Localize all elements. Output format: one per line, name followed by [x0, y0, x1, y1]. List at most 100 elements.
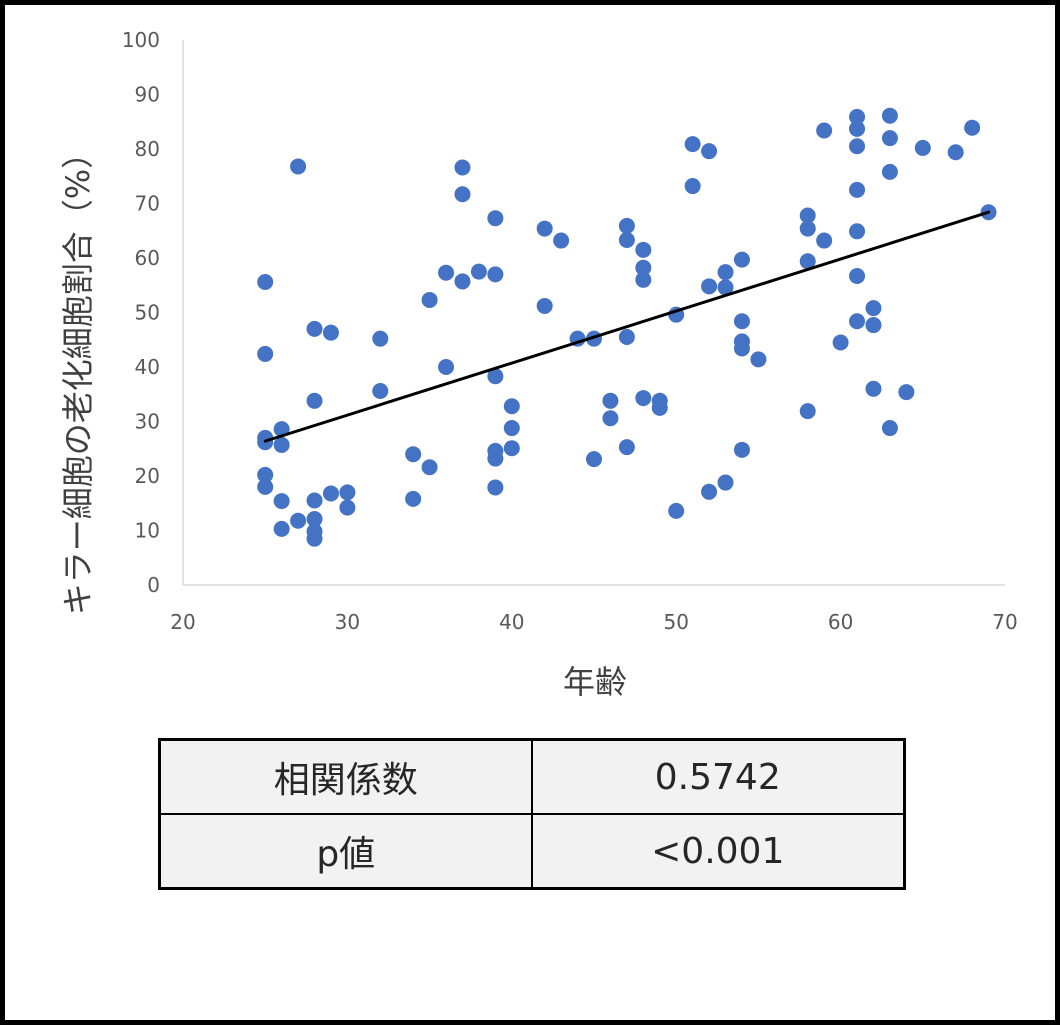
data-point [865, 300, 882, 317]
data-point [421, 459, 438, 476]
data-point [487, 210, 504, 227]
y-tick-label: 20 [135, 464, 160, 488]
y-tick-label: 70 [135, 192, 160, 216]
data-point [717, 264, 734, 281]
data-point [487, 368, 504, 385]
data-point [322, 485, 339, 502]
data-point [881, 130, 898, 147]
stats-table: 相関係数 0.5742 p値 <0.001 [158, 738, 906, 890]
y-tick-label: 50 [135, 301, 160, 325]
data-point [487, 266, 504, 283]
data-point [618, 329, 635, 346]
trendline [263, 210, 991, 443]
data-point [733, 313, 750, 330]
data-point [733, 251, 750, 268]
data-point [849, 120, 866, 137]
y-tick-label: 30 [135, 410, 160, 434]
data-point [849, 223, 866, 240]
data-point [454, 273, 471, 290]
data-point [701, 143, 718, 160]
data-point [618, 232, 635, 249]
data-point [602, 392, 619, 409]
trendline-layer [263, 210, 991, 443]
data-point [635, 259, 652, 276]
data-point [914, 139, 931, 156]
data-point [898, 384, 915, 401]
data-point [438, 359, 455, 375]
data-point [405, 490, 422, 507]
data-point [470, 263, 487, 280]
data-point [733, 441, 750, 458]
data-point [306, 392, 323, 409]
data-point [405, 446, 422, 463]
data-point [290, 512, 307, 529]
data-point [372, 382, 389, 399]
data-point [849, 181, 866, 198]
data-point [618, 439, 635, 456]
x-tick-label: 40 [499, 610, 524, 634]
data-point [881, 163, 898, 180]
data-point [750, 351, 767, 368]
stat-label-cell: 相関係数 [158, 738, 533, 815]
data-point [618, 217, 635, 234]
data-point [701, 278, 718, 295]
data-point [487, 450, 504, 467]
x-tick-label: 20 [170, 610, 195, 634]
data-point [717, 279, 734, 296]
data-point [881, 420, 898, 437]
data-point [717, 474, 734, 491]
data-point [306, 511, 323, 528]
data-point [635, 271, 652, 288]
data-point [487, 479, 504, 496]
y-tick-label: 0 [147, 573, 160, 597]
data-point [881, 107, 898, 124]
axes [182, 40, 1005, 586]
data-point [257, 466, 274, 483]
data-point [454, 159, 471, 176]
data-point [339, 484, 356, 501]
data-point [849, 108, 866, 125]
y-tick-label: 10 [135, 519, 160, 543]
data-point [372, 330, 389, 347]
data-point [816, 232, 833, 249]
data-point [799, 253, 816, 270]
stat-value-cell: 0.5742 [530, 738, 906, 815]
data-point [865, 317, 882, 334]
data-point [306, 530, 323, 547]
data-point [306, 492, 323, 509]
data-point [635, 241, 652, 258]
data-point [273, 520, 290, 537]
data-point [799, 403, 816, 420]
data-point [684, 136, 701, 153]
data-point [832, 334, 849, 351]
x-axis-title: 年齢 [563, 663, 627, 701]
stats-row-p-value: p値 <0.001 [158, 813, 906, 890]
data-point [273, 493, 290, 510]
data-point [257, 345, 274, 362]
y-tick-label: 90 [135, 83, 160, 107]
data-point [273, 436, 290, 453]
data-point [503, 420, 520, 437]
y-tick-label: 60 [135, 246, 160, 270]
data-point [536, 297, 553, 314]
data-point [799, 220, 816, 237]
data-point [964, 119, 981, 136]
tick-labels: 0 10 20 30 40 50 60 70 80 90 100 20 30 40 50 60 70 [122, 28, 1018, 634]
y-axis-title: キラー細胞の老化細胞割合（%） [59, 137, 97, 615]
data-point [865, 380, 882, 397]
data-point [799, 207, 816, 224]
data-point [684, 178, 701, 195]
data-point [849, 267, 866, 284]
data-point [553, 232, 570, 249]
x-tick-label: 70 [992, 610, 1017, 634]
data-point [257, 478, 274, 495]
stat-label-cell: p値 [158, 813, 533, 890]
data-point [635, 390, 652, 407]
data-point [668, 502, 685, 519]
stats-row-correlation: 相関係数 0.5742 [158, 738, 906, 815]
data-point [701, 483, 718, 500]
data-point [306, 320, 323, 337]
data-point [339, 499, 356, 516]
data-point [816, 122, 833, 139]
data-point [257, 273, 274, 290]
